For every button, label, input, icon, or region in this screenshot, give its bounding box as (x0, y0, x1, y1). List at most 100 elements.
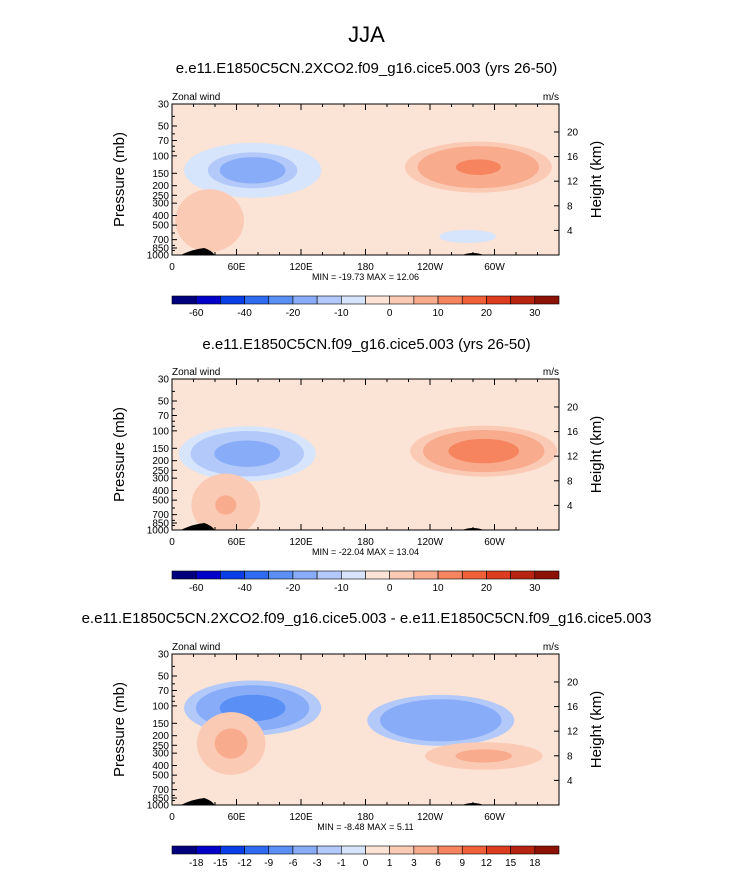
x-tick-label: 120W (417, 262, 444, 273)
y-tick-label: 30 (158, 375, 170, 386)
data-field (172, 654, 559, 805)
contour-band (226, 445, 269, 463)
y-tick-label: 100 (152, 701, 169, 712)
x-tick-label: 60W (484, 262, 505, 273)
contour-band (418, 712, 464, 729)
wind-feature (424, 742, 543, 770)
x-tick-label: 120W (417, 812, 444, 823)
contour-band (461, 443, 507, 459)
variable-label: Zonal wind (172, 367, 220, 378)
colorbar-swatch (220, 570, 245, 580)
y-tick-label: 150 (152, 719, 169, 730)
wind-feature (175, 189, 244, 252)
wind-feature (184, 142, 322, 198)
colorbar-label: -3 (313, 858, 322, 869)
colorbar-label: 10 (433, 308, 445, 319)
colorbar-label: -6 (288, 858, 297, 869)
wind-feature (408, 222, 527, 251)
colorbar-swatch (220, 845, 245, 855)
colorbar-swatch (365, 295, 390, 305)
colorbar-label: -18 (189, 858, 204, 869)
height-tick-label: 16 (567, 702, 579, 713)
colorbar-swatch (389, 295, 415, 305)
y-axis-label: Pressure (mb) (111, 682, 128, 777)
height-tick-label: 8 (567, 751, 573, 762)
colorbar-swatch (413, 845, 439, 855)
colorbar-swatch (244, 295, 270, 305)
colorbar-label: 0 (387, 308, 393, 319)
colorbar-swatch (510, 845, 536, 855)
topography (180, 248, 215, 255)
colorbar-swatch (316, 295, 342, 305)
colorbar-swatch (437, 845, 463, 855)
data-field (172, 104, 559, 255)
height-tick-label: 12 (567, 727, 579, 738)
colorbar-swatch (437, 295, 463, 305)
units-label: m/s (543, 642, 559, 653)
colorbar-label: -60 (189, 308, 204, 319)
colorbar-swatch (365, 570, 390, 580)
height-tick-label: 20 (567, 402, 579, 413)
y-tick-label: 500 (152, 771, 169, 782)
min-max-text: MIN = -19.73 MAX = 12.06 (312, 272, 419, 282)
x-tick-label: 60E (228, 537, 246, 548)
colorbar-swatch (292, 295, 318, 305)
height-tick-label: 16 (567, 427, 579, 438)
y-tick-label: 200 (152, 181, 169, 192)
colorbar-label: -40 (237, 583, 252, 594)
colorbar-swatch (220, 295, 245, 305)
wind-feature (178, 426, 316, 482)
colorbar-swatch (268, 295, 294, 305)
colorbar: -18 -15 -12 -9 -6 -3 -1 0 1 3 6 9 12 15 18 (171, 845, 560, 869)
y-tick-label: 70 (158, 411, 170, 422)
colorbar-swatch (534, 570, 560, 580)
x-tick-label: 60E (228, 812, 246, 823)
colorbar-swatch (171, 570, 197, 580)
contour-band (449, 515, 486, 524)
y-tick-label: 50 (158, 121, 170, 132)
panel-title: e.e11.E1850C5CN.f09_g16.cice5.003 (yrs 2… (202, 336, 531, 353)
colorbar-swatch (292, 570, 318, 580)
colorbar-label: 3 (411, 858, 417, 869)
units-label: m/s (543, 367, 559, 378)
colorbar-label: -40 (237, 308, 252, 319)
contour-band (465, 751, 502, 761)
colorbar-swatch (461, 845, 487, 855)
y-tick-label: 500 (152, 221, 169, 232)
colorbar-label: 18 (529, 858, 541, 869)
colorbar-swatch (486, 845, 511, 855)
colorbar-swatch (292, 845, 318, 855)
height-tick-label: 8 (567, 476, 573, 487)
y-tick-label: 300 (152, 474, 169, 485)
contour-band (231, 699, 274, 717)
x-tick-label: 120E (289, 537, 313, 548)
y-tick-label: 200 (152, 731, 169, 742)
colorbar-swatch (268, 570, 294, 580)
x-tick-label: 60W (484, 537, 505, 548)
y-tick-label: 30 (158, 650, 170, 661)
colorbar-label: -60 (189, 583, 204, 594)
panel-title: e.e11.E1850C5CN.2XCO2.f09_g16.cice5.003 … (175, 60, 558, 77)
colorbar-label: -9 (264, 858, 273, 869)
wind-feature (404, 141, 552, 193)
colorbar-swatch (389, 845, 415, 855)
colorbar: -60 -40 -20 -10 0 10 20 30 (171, 570, 560, 594)
x-tick-label: 0 (169, 812, 175, 823)
height-tick-label: 4 (567, 776, 573, 787)
colorbar-swatch (316, 845, 342, 855)
x-tick-label: 120E (289, 812, 313, 823)
colorbar-swatch (389, 570, 415, 580)
x-tick-label: 60E (228, 262, 246, 273)
y-tick-label: 500 (152, 496, 169, 507)
y-tick-label: 70 (158, 136, 170, 147)
colorbar-swatch (316, 570, 342, 580)
y-tick-label: 30 (158, 100, 170, 111)
colorbar-label: 9 (459, 858, 465, 869)
units-label: m/s (543, 92, 559, 103)
y-axis-right-label: Height (km) (588, 416, 605, 494)
contour-band (231, 161, 274, 179)
colorbar-label: 30 (529, 583, 541, 594)
contour-band (199, 211, 221, 231)
data-field (172, 379, 559, 530)
